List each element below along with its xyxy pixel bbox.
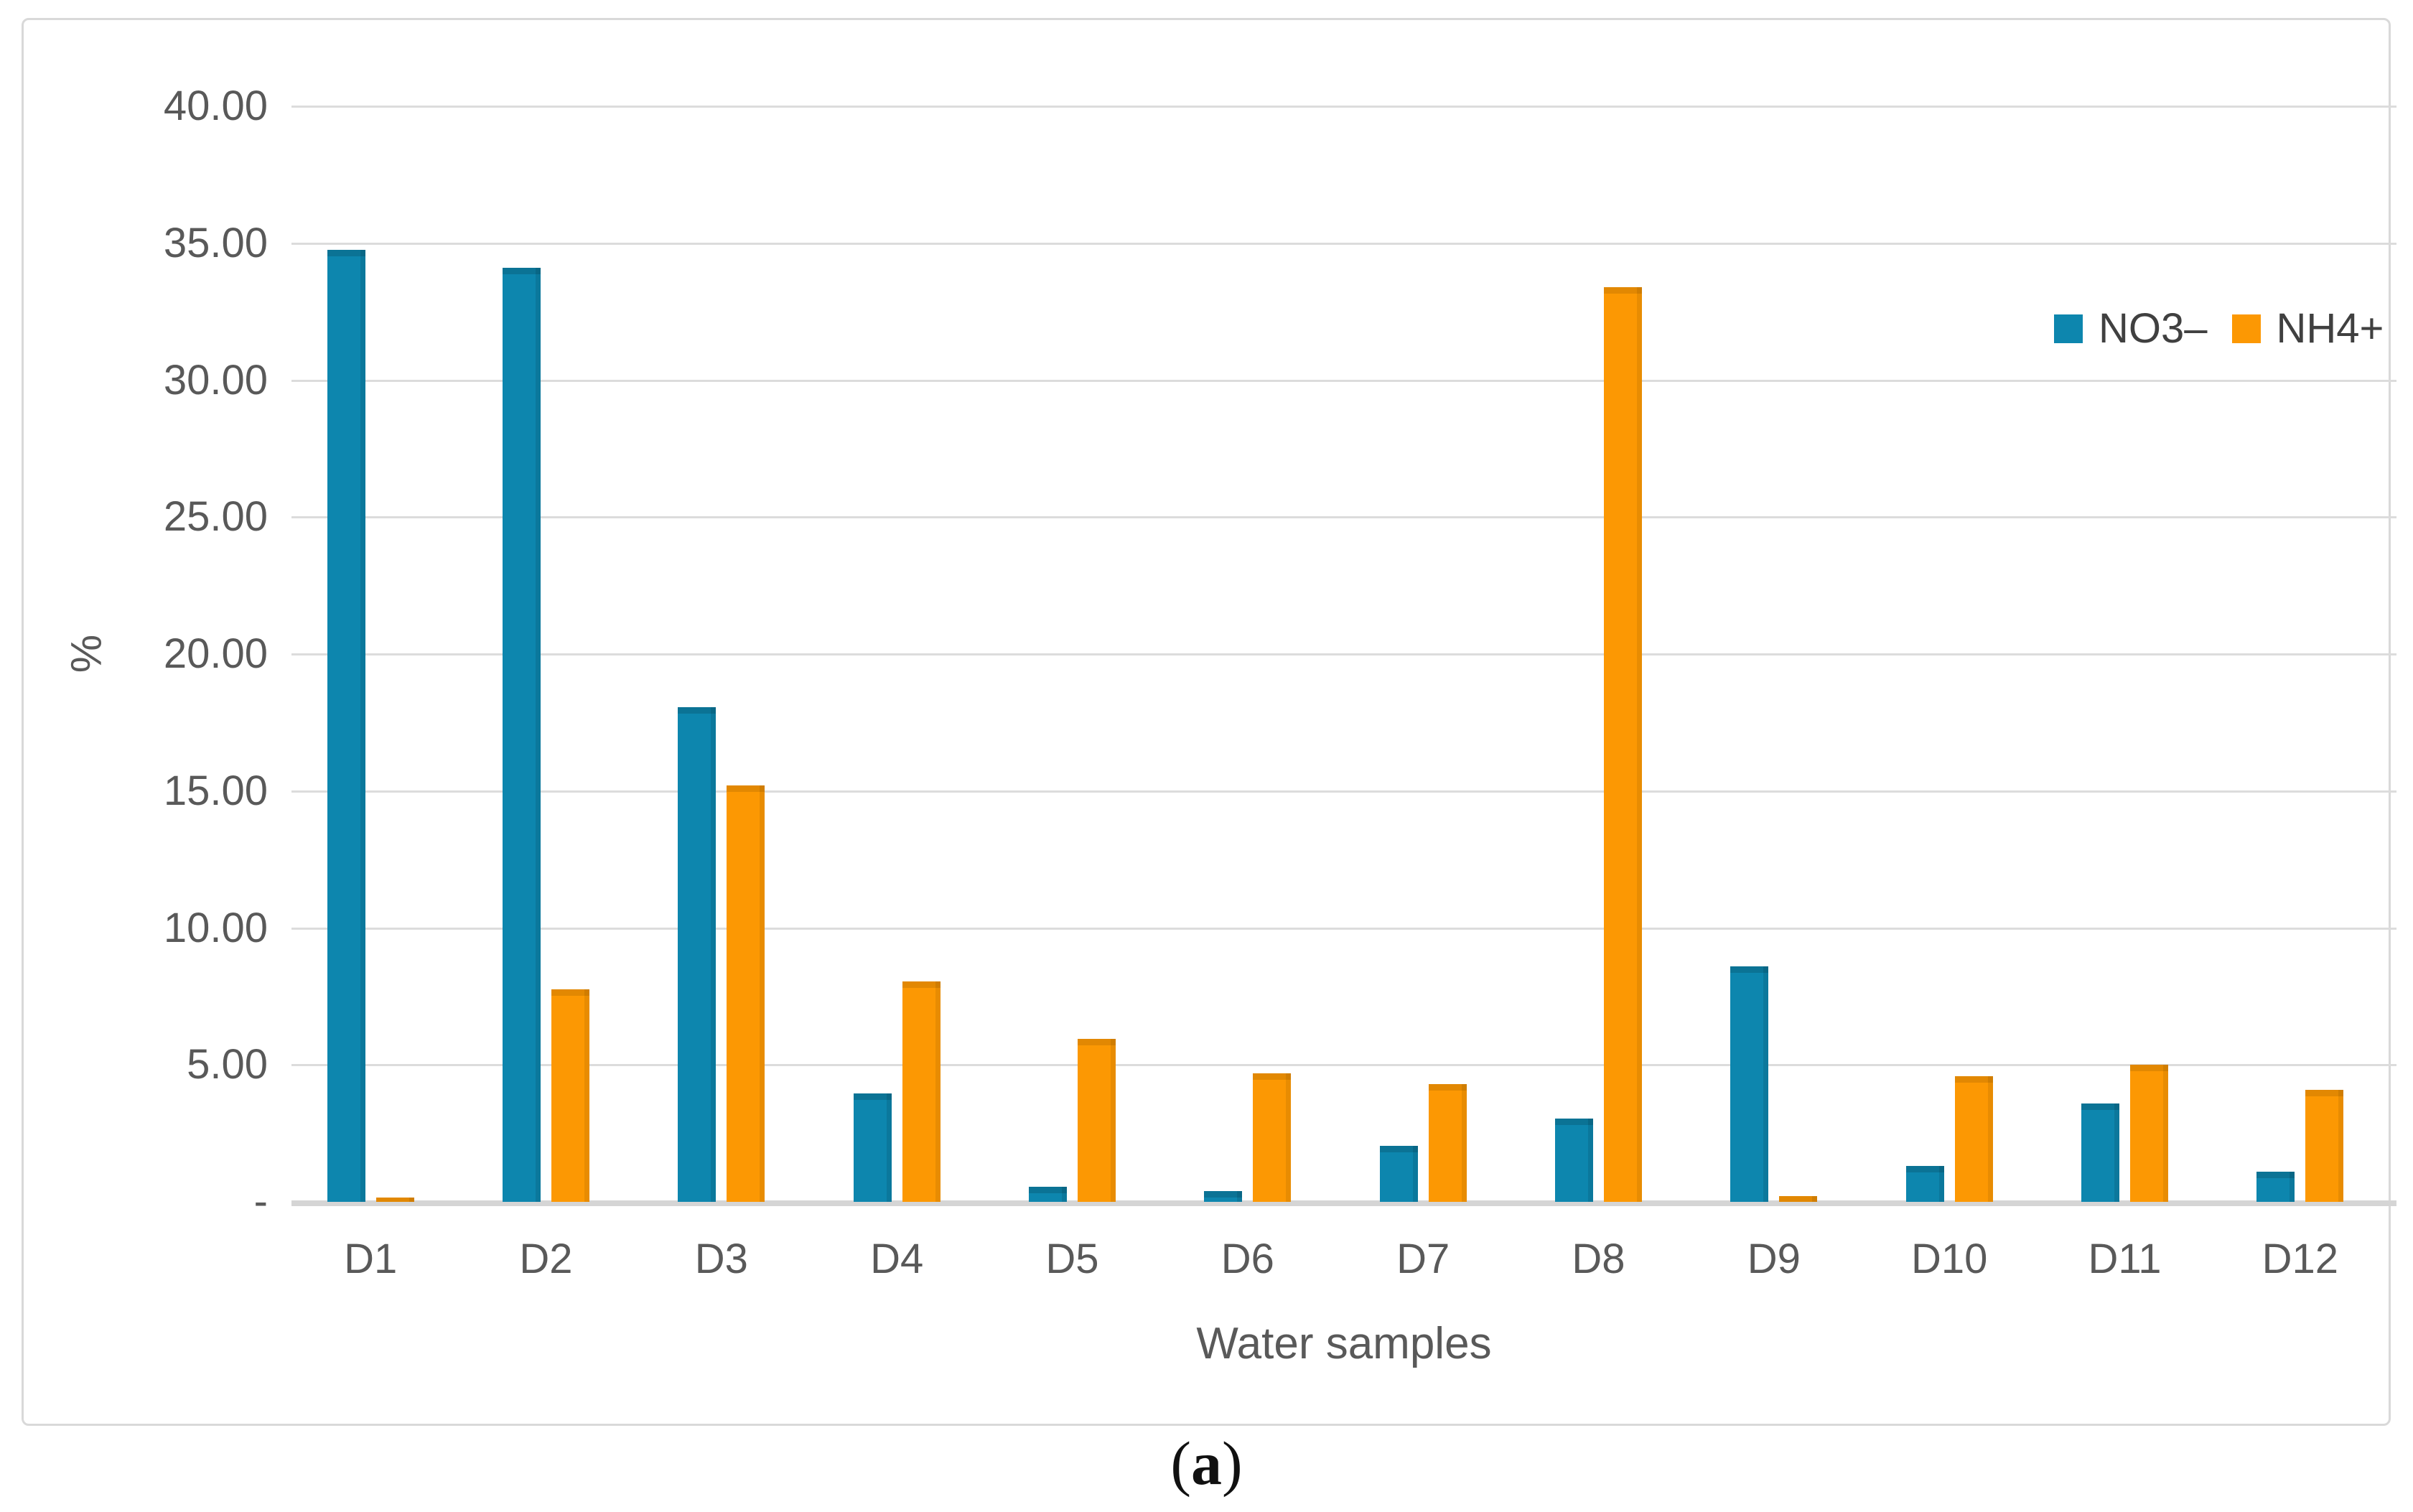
bar-group-D2	[467, 106, 642, 1202]
x-tick-label-D3: D3	[694, 1236, 748, 1282]
legend-label-nh4: NH4+	[2276, 305, 2384, 352]
x-tick-label-D8: D8	[1572, 1236, 1625, 1282]
bar-nh4-D10	[1954, 1075, 1993, 1202]
bar-no3-D1	[327, 250, 365, 1202]
caption-letter: a	[1191, 1429, 1222, 1498]
gridline-15	[291, 790, 2396, 793]
y-tick-label-15: 15.00	[163, 767, 268, 814]
x-axis-line	[291, 1200, 2396, 1206]
bar-no3-D7	[1379, 1145, 1418, 1202]
bar-nh4-D9	[1779, 1196, 1818, 1202]
x-tick-label-D11: D11	[2088, 1236, 2162, 1282]
gridline-30	[291, 379, 2396, 382]
bar-no3-D9	[1730, 966, 1769, 1202]
legend-label-no3: NO3–	[2099, 305, 2208, 352]
y-tick-label-0: -	[253, 1178, 268, 1225]
x-tick-label-D5: D5	[1045, 1236, 1099, 1282]
legend-item-no3: NO3–	[2054, 304, 2208, 353]
bar-nh4-D7	[1428, 1083, 1467, 1202]
bar-group-D10	[1870, 106, 2045, 1202]
bar-group-D7	[1344, 106, 1519, 1202]
bar-group-D11	[2045, 106, 2221, 1202]
bar-group-D6	[1169, 106, 1344, 1202]
caption-open-paren: (	[1170, 1429, 1191, 1498]
x-tick-label-D6: D6	[1220, 1236, 1274, 1282]
bar-nh4-D6	[1253, 1073, 1292, 1202]
bar-group-D9	[1695, 106, 1870, 1202]
bar-no3-D5	[1028, 1187, 1067, 1202]
bar-nh4-D3	[727, 785, 765, 1202]
y-tick-label-25: 25.00	[163, 493, 268, 541]
x-tick-label-D2: D2	[519, 1236, 573, 1282]
bar-group-D4	[818, 106, 993, 1202]
bar-nh4-D1	[375, 1198, 414, 1202]
bar-nh4-D11	[2129, 1065, 2168, 1202]
x-tick-label-D9: D9	[1747, 1236, 1801, 1282]
bar-no3-D11	[2081, 1103, 2119, 1202]
bar-no3-D10	[1905, 1166, 1944, 1202]
x-tick-label-D1: D1	[344, 1236, 398, 1282]
x-tick-label-D10: D10	[1910, 1236, 1988, 1282]
plot-area	[291, 106, 2396, 1206]
bar-no3-D2	[502, 268, 541, 1202]
bar-nh4-D4	[902, 981, 941, 1202]
legend-swatch-nh4-icon	[2231, 314, 2261, 343]
bar-group-D8	[1519, 106, 1694, 1202]
bar-group-D3	[643, 106, 818, 1202]
y-tick-label-30: 30.00	[163, 356, 268, 403]
x-tick-label-D7: D7	[1396, 1236, 1450, 1282]
bar-group-D12	[2221, 106, 2396, 1202]
bar-nh4-D8	[1603, 286, 1642, 1202]
x-tick-label-D12: D12	[2262, 1236, 2339, 1282]
y-tick-label-5: 5.00	[187, 1041, 268, 1088]
gridline-5	[291, 1064, 2396, 1067]
legend-swatch-no3-icon	[2054, 314, 2083, 343]
gridline-40	[291, 106, 2396, 108]
x-tick-label-D4: D4	[870, 1236, 924, 1282]
gridline-20	[291, 653, 2396, 655]
legend-item-nh4: NH4+	[2231, 304, 2384, 353]
chart-frame: % -5.00 10.00 15.00 20.00 25.00 30.00 35.00 40.…	[22, 18, 2396, 1426]
gridline-35	[291, 242, 2396, 245]
bar-no3-D8	[1554, 1118, 1593, 1202]
x-axis-title: Water samples	[1196, 1319, 1492, 1368]
bar-no3-D4	[853, 1093, 892, 1202]
bar-group-D1	[291, 106, 467, 1202]
chart-legend: NO3– NH4+	[2054, 304, 2384, 353]
y-tick-label-10: 10.00	[163, 904, 268, 951]
bar-nh4-D5	[1077, 1039, 1116, 1202]
bar-group-D5	[993, 106, 1168, 1202]
bar-no3-D12	[2256, 1172, 2295, 1202]
y-tick-label-40: 40.00	[163, 83, 268, 129]
bar-no3-D6	[1204, 1190, 1243, 1202]
gridline-25	[291, 516, 2396, 519]
bar-nh4-D2	[551, 989, 589, 1202]
bar-nh4-D12	[2305, 1089, 2344, 1202]
y-tick-label-35: 35.00	[163, 219, 268, 266]
bar-no3-D3	[678, 707, 717, 1202]
figure-caption: (a)	[0, 1427, 2413, 1499]
caption-close-paren: )	[1222, 1429, 1243, 1498]
y-tick-label-20: 20.00	[163, 630, 268, 677]
gridline-10	[291, 927, 2396, 930]
